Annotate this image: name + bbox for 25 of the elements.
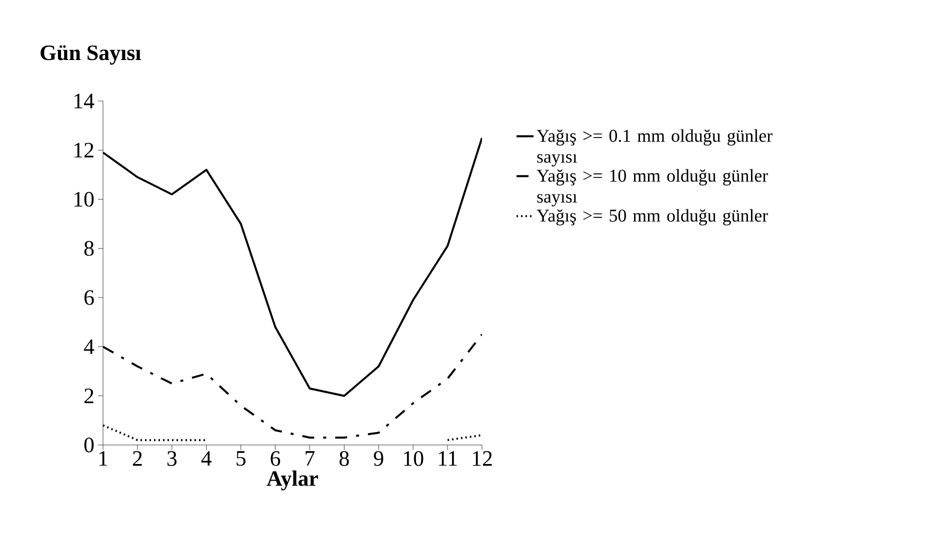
y-tick-label: 2 xyxy=(84,388,94,404)
x-tick-label: 10 xyxy=(404,451,424,466)
x-tick-label: 1 xyxy=(99,451,108,466)
x-axis-title: Aylar xyxy=(266,470,318,490)
x-tick-label: 2 xyxy=(132,451,142,466)
x-tick-label: 4 xyxy=(201,451,212,466)
x-tick-label: 9 xyxy=(374,451,384,466)
x-tick-label: 11 xyxy=(438,451,457,466)
y-tick-label: 0 xyxy=(84,438,94,452)
x-tick-label: 8 xyxy=(340,451,349,466)
x-tick-label: 6 xyxy=(270,451,280,466)
y-axis-title: Gün Sayısı xyxy=(40,45,141,65)
x-tick-label: 5 xyxy=(236,451,246,466)
y-tick-label: 6 xyxy=(84,290,94,305)
x-tick-label: 3 xyxy=(167,451,177,466)
legend-label: Yağış >= 10 mm olduğu günler sayısı xyxy=(536,169,768,206)
x-tick-label: 12 xyxy=(472,451,492,466)
y-tick-label: 10 xyxy=(74,192,94,207)
legend-label: Yağış >= 0.1 mm olduğu günler sayısı xyxy=(536,129,772,166)
x-tick-label: 7 xyxy=(306,451,315,466)
y-tick-label: 8 xyxy=(84,241,94,256)
y-tick-label: 12 xyxy=(74,142,94,158)
y-tick-label: 4 xyxy=(84,339,94,354)
legend-label: Yağış >= 50 mm olduğu günler xyxy=(536,209,768,226)
y-tick-label: 14 xyxy=(74,94,94,108)
